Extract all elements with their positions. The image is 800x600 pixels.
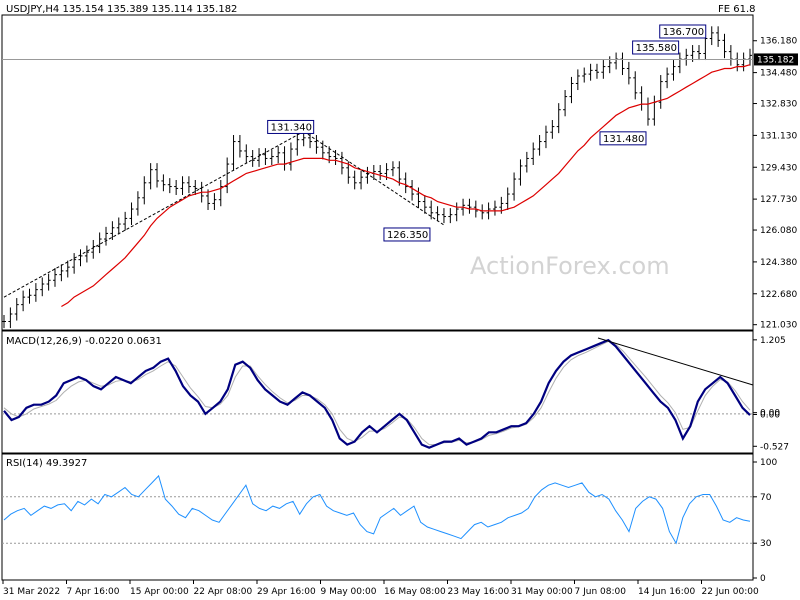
price-annotation: 135.580: [632, 40, 680, 55]
macd-panel-frame: [1, 330, 754, 454]
annotation-box: [632, 40, 680, 55]
trend-line-down: [303, 131, 445, 226]
rsi-y-tick-label: 0: [760, 574, 766, 584]
x-tick-label: 29 Apr 16:00: [257, 587, 316, 597]
price-annotation: 136.700: [659, 24, 707, 39]
price-y-tick-label: 131.130: [760, 131, 797, 141]
macd-layer: [2, 337, 754, 449]
rsi-layer: [2, 474, 753, 545]
trend-line-up: [3, 131, 304, 298]
macd-line: [3, 338, 751, 449]
price-y-tick-label: 129.430: [760, 163, 797, 173]
rsi-panel-frame: [1, 453, 754, 581]
macd-signal-line: [3, 340, 751, 446]
rsi-title: RSI(14) 49.3927: [6, 458, 87, 469]
x-tick-label: 22 Jun 00:00: [702, 587, 759, 597]
rsi-line: [3, 474, 751, 545]
moving-average-line: [61, 64, 751, 308]
price-y-tick-label: 127.730: [760, 195, 797, 205]
annotation-label: 136.700: [663, 27, 704, 38]
watermark: ActionForex.com: [470, 252, 670, 280]
price-y-tick-label: 134.480: [760, 69, 797, 79]
price-layer: 131.340 126.350 135.580 131.480 136.700: [2, 24, 753, 329]
x-tick-label: 14 Jun 16:00: [638, 587, 695, 597]
annotation-box: [383, 227, 431, 242]
annotation-box: [267, 119, 315, 134]
macd-title: MACD(12,26,9) -0.0220 0.0631: [6, 336, 162, 347]
price-y-tick-label: 122.680: [760, 290, 797, 300]
annotation-label: 126.350: [387, 230, 428, 241]
annotation-label: 131.480: [603, 134, 644, 145]
macd-y-tick-label: 0.00: [760, 411, 780, 421]
annotation-box: [659, 24, 707, 39]
fe-label: FE 61.8: [718, 4, 756, 15]
x-tick-label: 23 May 16:00: [448, 587, 510, 597]
price-y-tick-label: 136.180: [760, 37, 797, 47]
annotation-label: 135.580: [636, 43, 677, 54]
axes-layer: 136.180 134.480 132.830 131.130 129.430 127.7…: [2, 37, 798, 597]
x-tick-label: 22 Apr 08:00: [194, 587, 253, 597]
price-y-tick-label: 124.380: [760, 258, 797, 268]
x-tick-label: 9 May 00:00: [321, 587, 377, 597]
price-y-tick-label: 126.080: [760, 226, 797, 236]
macd-trend-line: [597, 337, 754, 386]
rsi-y-tick-label: 30: [760, 539, 772, 549]
price-annotation: 126.350: [383, 227, 431, 242]
price-annotation: 131.480: [599, 131, 647, 146]
current-price-badge: 135.182: [754, 53, 798, 66]
annotation-label: 131.340: [271, 122, 312, 133]
x-tick-label: 7 Apr 16:00: [67, 587, 120, 597]
macd-y-tick-label: 1.205: [760, 336, 786, 346]
symbol-line: USDJPY,H4 135.154 135.389 135.114 135.18…: [6, 4, 237, 15]
current-price-badge-bg: [754, 53, 798, 66]
x-tick-label: 31 May 00:00: [511, 587, 573, 597]
price-annotation: 131.340: [267, 119, 315, 134]
price-y-tick-label: 132.830: [760, 100, 797, 110]
macd-y-tick-label: 0.00: [760, 409, 780, 419]
price-y-tick-label: 121.030: [760, 321, 797, 331]
annotation-box: [599, 131, 647, 146]
x-tick-label: 31 Mar 2022: [3, 587, 60, 597]
rsi-y-tick-label: 100: [760, 458, 777, 468]
macd-y-tick-label: -0.527: [760, 442, 789, 452]
x-tick-label: 16 May 08:00: [384, 587, 446, 597]
x-tick-label: 7 Jun 08:00: [575, 587, 627, 597]
current-price-label: 135.182: [757, 55, 794, 65]
price-panel-frame: [1, 14, 754, 331]
rsi-y-tick-label: 70: [760, 493, 772, 503]
x-tick-label: 15 Apr 00:00: [130, 587, 189, 597]
